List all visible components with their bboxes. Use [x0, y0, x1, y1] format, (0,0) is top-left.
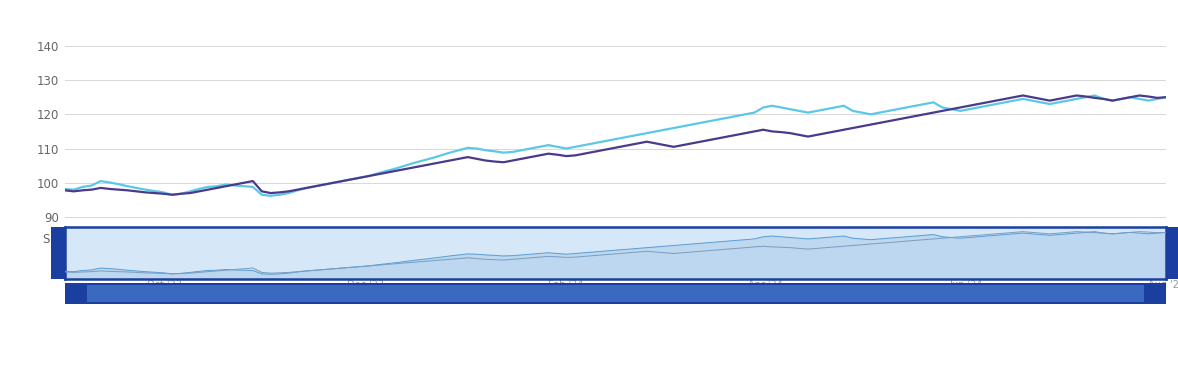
Bar: [87, 284, 1144, 301]
